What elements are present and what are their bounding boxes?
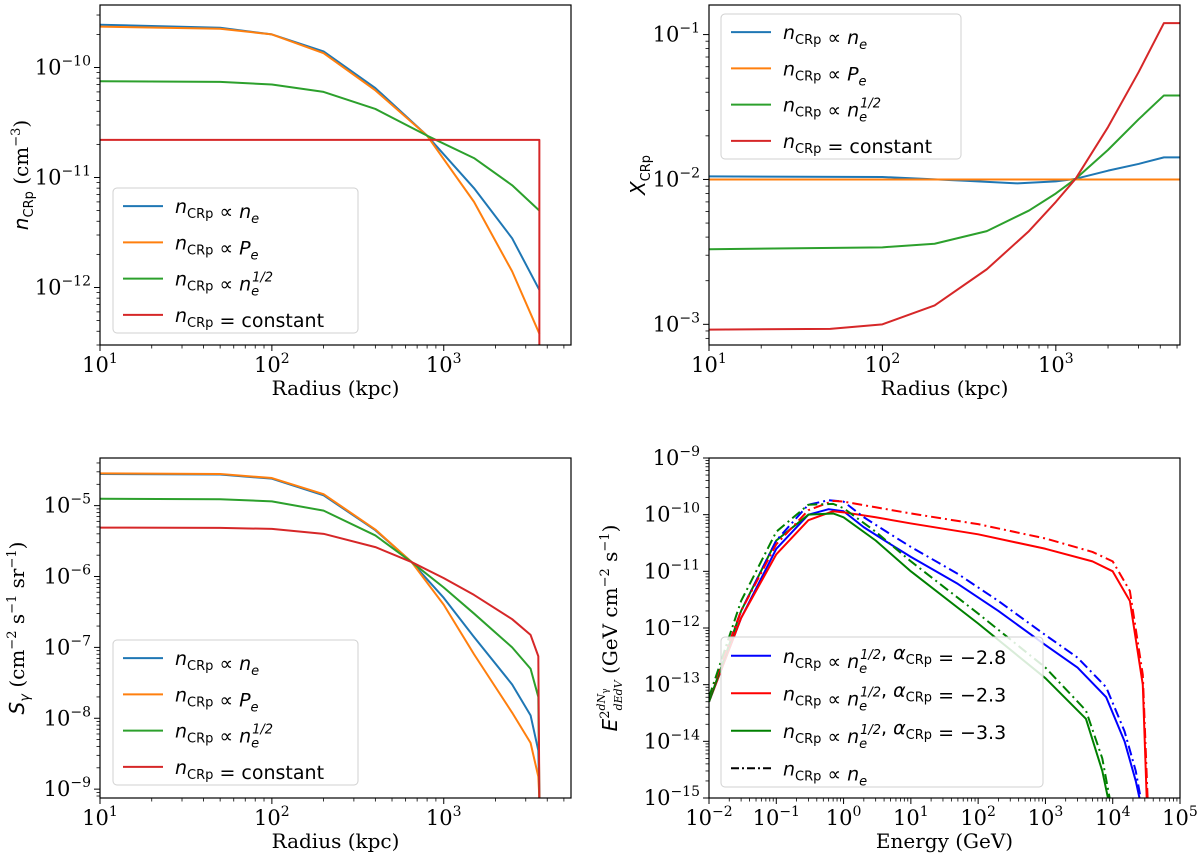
legend-label: nCRp ∝ ne: [175, 648, 259, 679]
y-tick-label: 10−9: [653, 444, 700, 470]
x-tick-label: 101: [893, 804, 929, 830]
series-line-4: [709, 499, 1142, 798]
x-tick-label: 100: [826, 804, 862, 830]
y-axis-label: E2dNγdEdV (GeV cm−2 s−1): [595, 525, 625, 732]
series-line-3: [100, 138, 541, 345]
legend: nCRp ∝ ne nCRp ∝ Pe nCRp ∝ ne1/2 nCRp = con…: [112, 639, 359, 786]
y-axis-label: Sγ (cm−2 s−1 sr−1): [5, 542, 33, 715]
x-tick-label: 101: [82, 804, 118, 830]
y-tick-label: 10−8: [44, 704, 91, 730]
x-tick-label: 105: [1162, 804, 1198, 830]
x-tick-label: 103: [426, 804, 462, 830]
series-line-2: [100, 80, 541, 212]
x-tick-label: 104: [1095, 804, 1131, 830]
y-tick-label: 10−15: [644, 784, 700, 810]
series-line-3: [709, 22, 1180, 331]
y-tick-label: 10−14: [644, 727, 700, 753]
series-line-1: [709, 510, 1148, 798]
panel-ncrp: 101 102 103 10−12 10−11 10−10 Radius (kpc) nCRp…: [9, 4, 572, 400]
x-axis-label: Radius (kpc): [272, 829, 400, 853]
y-tick-label: 10−11: [644, 557, 700, 583]
x-tick-label: 103: [1028, 804, 1064, 830]
y-tick-label: 10−13: [644, 671, 700, 697]
x-tick-label: 101: [82, 351, 118, 377]
x-tick-label: 103: [426, 351, 462, 377]
y-tick-label: 10−6: [44, 563, 91, 589]
legend-box: [720, 636, 1044, 788]
axes-frame: [99, 4, 572, 346]
legend-box: [112, 187, 359, 334]
y-tick-label: 10−10: [35, 53, 91, 79]
panel-xcrp: 101 102 103 10−3 10−2 10−1 Radius (kpc) XCRp nCR…: [626, 4, 1181, 400]
legend-box: [720, 13, 962, 160]
x-tick-label: 103: [1038, 351, 1074, 377]
legend-label: nCRp ∝ Pe: [175, 684, 259, 715]
x-tick-label: 102: [960, 804, 996, 830]
panel-sgamma: 101 102 103 10−9 10−8 10−7 10−6 10−5 Radius (kpc…: [5, 457, 572, 853]
x-tick-label: 10−2: [685, 804, 732, 830]
legend-label: nCRp ∝ ne: [783, 758, 867, 789]
y-tick-label: 10−12: [35, 273, 91, 299]
legend-label: nCRp ∝ ne1/2: [783, 95, 881, 126]
legend-label: nCRp = constant: [783, 131, 932, 158]
x-axis-label: Energy (GeV): [876, 829, 1013, 853]
legend-label: nCRp ∝ ne1/2, αCRp = −2.8: [783, 642, 1006, 677]
y-tick-label: 10−11: [35, 163, 91, 189]
y-tick-label: 10−10: [644, 501, 700, 527]
x-tick-label: 10−1: [753, 804, 800, 830]
panel-spectrum: 10−2 10−1 100 101 102 103 104 105 10−15 10−14 10−1…: [595, 444, 1198, 853]
legend-label: nCRp ∝ ne: [783, 22, 867, 53]
y-tick-label: 10−9: [44, 775, 91, 801]
legend-label: nCRp ∝ ne1/2: [175, 269, 273, 300]
series-group: [709, 22, 1180, 331]
legend-label: nCRp ∝ ne: [175, 196, 259, 227]
axes-frame: [99, 457, 572, 799]
y-tick-label: 10−2: [653, 165, 700, 191]
series-line-2: [709, 94, 1180, 251]
series-line-2: [100, 497, 541, 798]
series-group: [709, 499, 1149, 798]
series-line-0: [709, 508, 1141, 798]
legend-label: nCRp ∝ ne1/2, αCRp = −3.3: [783, 717, 1006, 752]
y-tick-label: 10−3: [653, 310, 700, 336]
legend-box: [112, 639, 359, 786]
y-axis-label: XCRp: [626, 155, 654, 196]
series-group: [100, 23, 541, 345]
y-axis-label: nCRp (cm−3): [9, 120, 37, 230]
legend-label: nCRp ∝ Pe: [175, 232, 259, 263]
x-tick-label: 102: [254, 804, 290, 830]
series-line-3: [100, 526, 541, 798]
x-axis-label: Radius (kpc): [881, 376, 1009, 400]
legend-label: nCRp ∝ Pe: [783, 58, 867, 89]
series-line-1: [100, 25, 541, 335]
legend-label: nCRp = constant: [175, 305, 324, 332]
series-line-1: [100, 472, 541, 798]
series-group: [100, 472, 541, 798]
x-tick-label: 102: [865, 351, 901, 377]
y-tick-label: 10−7: [44, 633, 91, 659]
legend: nCRp ∝ ne nCRp ∝ Pe nCRp ∝ ne1/2 nCRp = con…: [112, 187, 359, 334]
legend-label: nCRp ∝ ne1/2: [175, 721, 273, 752]
x-tick-label: 101: [691, 351, 727, 377]
axes-frame: [708, 4, 1181, 346]
series-line-2: [709, 512, 1109, 798]
y-tick-label: 10−5: [44, 492, 91, 518]
y-tick-label: 10−12: [644, 614, 700, 640]
legend-label: nCRp ∝ ne1/2, αCRp = −2.3: [783, 679, 1006, 714]
legend: nCRp ∝ ne nCRp ∝ Pe nCRp ∝ ne1/2 nCRp = con…: [720, 13, 962, 160]
x-axis-label: Radius (kpc): [272, 376, 400, 400]
legend-label: nCRp = constant: [175, 757, 324, 784]
series-line-5: [709, 499, 1149, 798]
x-tick-label: 102: [254, 351, 290, 377]
y-tick-label: 10−1: [653, 21, 700, 47]
